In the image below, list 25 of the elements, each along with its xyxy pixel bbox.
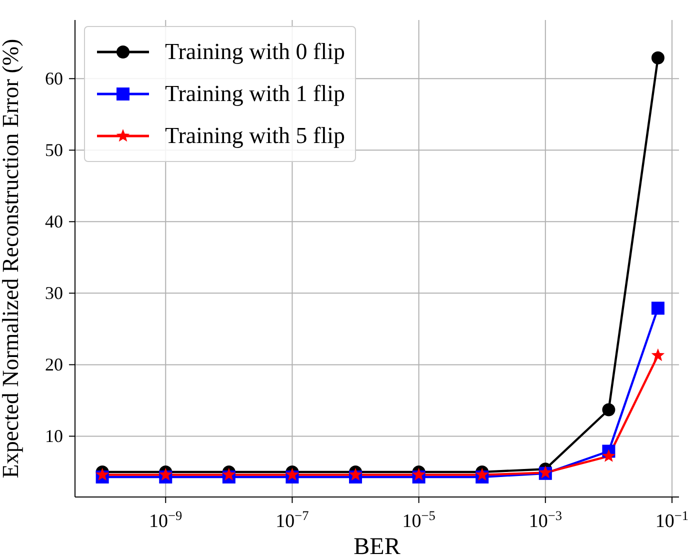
x-axis-title: BER: [354, 534, 400, 558]
point: [602, 449, 616, 462]
x-tick-label: 10$^{−1}$: [655, 508, 689, 532]
y-tick-label: 40: [45, 212, 63, 232]
legend-label: Training with 5 flip: [165, 123, 345, 149]
point: [222, 468, 236, 480]
x-tick-label: 10$^{−5}$: [402, 508, 436, 532]
x-tick-label: 10$^{−7}$: [276, 508, 310, 532]
y-axis-title: Expected Normalized Reconstruction Error (%): [0, 38, 24, 478]
point: [96, 468, 109, 480]
point: [286, 468, 299, 480]
y-tick-label: 30: [45, 283, 63, 304]
point: [158, 468, 172, 480]
y-tick-label: 60: [45, 68, 63, 89]
point: [475, 468, 489, 480]
point: [412, 468, 426, 480]
x-tick-label: 10$^{−9}$: [149, 508, 183, 532]
legend-label: Training with 1 flip: [165, 81, 345, 107]
x-tick-label: 10$^{−3}$: [528, 508, 562, 532]
y-tick-label: 10: [45, 426, 63, 446]
point: [348, 468, 362, 480]
y-tick-label: 20: [45, 354, 63, 375]
y-tick-label: 50: [45, 140, 63, 160]
point: [602, 403, 616, 416]
legend-label: Training with 0 flip: [165, 39, 345, 65]
